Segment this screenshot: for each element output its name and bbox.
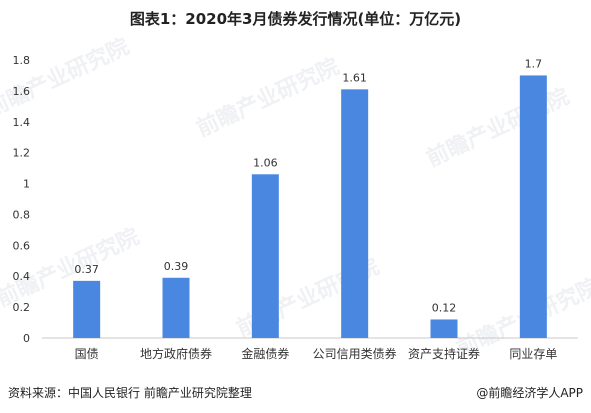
bar	[73, 280, 101, 338]
bars	[73, 75, 547, 338]
bar-value-label: 1.7	[525, 57, 543, 70]
y-tick-label: 0	[23, 332, 30, 345]
x-tick-label: 地方政府债券	[140, 346, 212, 361]
bar-labels: 0.37 0.39 1.06 1.61 0.12 1.7	[74, 57, 542, 314]
y-tick-label: 1.6	[13, 85, 31, 98]
y-tick-label: 1	[23, 178, 30, 191]
source-note: 资料来源：中国人民银行 前瞻产业研究院整理	[8, 386, 252, 400]
y-tick-label: 1.8	[13, 54, 31, 67]
y-tick-label: 0.8	[13, 208, 31, 221]
bar	[430, 319, 458, 338]
x-tick-label: 资产支持证券	[408, 346, 480, 361]
chart-title: 图表1：2020年3月债券发行情况(单位：万亿元)	[129, 10, 462, 28]
y-tick-label: 0.2	[13, 301, 31, 314]
brand-credit: @前瞻经济学人APP	[476, 386, 583, 400]
x-tick-label: 公司信用类债券	[313, 346, 397, 361]
bar-value-label: 1.61	[342, 71, 367, 84]
x-tick-label: 国债	[75, 347, 99, 361]
x-tick-label: 同业存单	[509, 347, 557, 361]
bar	[251, 174, 279, 338]
bar	[341, 89, 369, 338]
bar	[162, 277, 190, 338]
x-tick-label: 金融债券	[241, 346, 289, 361]
y-tick-label: 0.4	[13, 270, 31, 283]
y-tick-label: 1.2	[13, 147, 31, 160]
y-axis-ticks: 0 0.2 0.4 0.6 0.8 1 1.2 1.4 1.6 1.8	[13, 54, 31, 345]
y-tick-label: 0.6	[13, 239, 31, 252]
y-tick-label: 1.4	[13, 116, 31, 129]
x-axis-labels: 国债 地方政府债券 金融债券 公司信用类债券 资产支持证券 同业存单	[75, 346, 558, 361]
bar-value-label: 1.06	[253, 156, 278, 169]
bar-value-label: 0.12	[432, 301, 457, 314]
bar	[519, 75, 547, 338]
bar-value-label: 0.37	[74, 263, 99, 276]
bar-value-label: 0.39	[164, 260, 189, 273]
